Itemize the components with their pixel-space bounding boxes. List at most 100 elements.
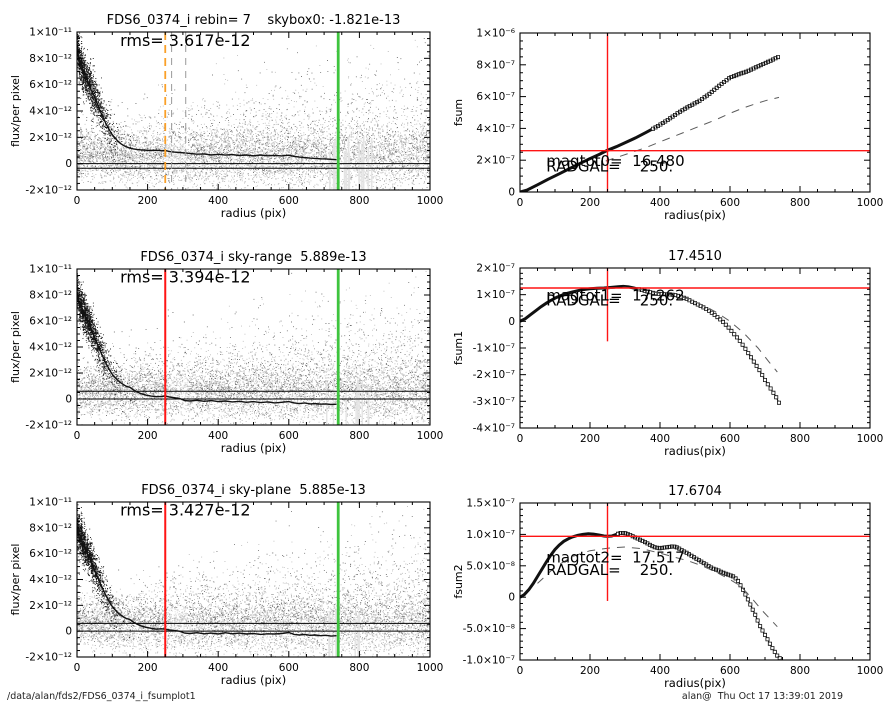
y-tick-label: -2×10⁻⁷ (473, 369, 515, 381)
series-mean-flux-profile (77, 525, 337, 637)
y-axis-label: fsum2 (452, 564, 465, 598)
x-tick-label: 400 (650, 433, 670, 445)
x-tick-label: 400 (208, 430, 228, 442)
plot-frame (519, 502, 871, 661)
x-tick-label: 800 (349, 195, 369, 207)
x-tick-label: 400 (208, 195, 228, 207)
x-tick-label: 0 (74, 430, 81, 442)
y-tick-label: 6×10⁻¹² (29, 79, 72, 91)
magtot1-value: magtot1= 17.262 (546, 287, 684, 305)
x-tick-label: 600 (279, 430, 299, 442)
y-axis-label: fsum (452, 99, 465, 126)
y-tick-label: -3×10⁻⁷ (473, 396, 515, 408)
plot-user-timestamp: alan@ Thu Oct 17 13:39:01 2019 (681, 691, 843, 702)
x-axis-label: radius(pix) (664, 444, 726, 458)
x-tick-label: 600 (720, 197, 740, 209)
y-tick-label: 1×10⁻¹¹ (29, 27, 72, 39)
panel-title: 17.4510 (668, 249, 722, 264)
y-tick-label: 6×10⁻⁷ (476, 91, 515, 103)
x-tick-label: 1000 (417, 430, 444, 442)
series-fsum-curve-markers (651, 55, 780, 131)
y-axis-label: flux/per pixel (9, 75, 22, 147)
x-tick-label: 200 (580, 197, 600, 209)
sky-annulus-lightband (167, 375, 188, 403)
x-tick-label: 200 (138, 430, 158, 442)
plot-file-path: /data/alan/fds2/FDS6_0374_i_fsumplot1 (7, 691, 196, 702)
y-tick-label: 2×10⁻⁷ (476, 155, 515, 167)
rms-value: rms= 3.394e-12 (120, 268, 251, 287)
sky-annulus-lightband (167, 607, 188, 636)
y-tick-label: 8×10⁻¹² (29, 290, 72, 302)
panel-title: 17.6704 (668, 484, 722, 499)
y-tick-label: -1×10⁻⁷ (473, 343, 515, 355)
x-tick-label: 800 (790, 433, 810, 445)
y-axis-label: fsum1 (452, 331, 465, 365)
y-axis-label: flux/per pixel (9, 311, 22, 383)
x-tick-label: 600 (279, 195, 299, 207)
y-tick-label: 4×10⁻¹² (29, 106, 72, 118)
y-tick-label: 1×10⁻⁷ (476, 289, 515, 301)
x-tick-label: 0 (517, 197, 524, 209)
y-tick-label: 0 (65, 626, 72, 638)
magtot2-value: magtot2= 17.517 (546, 549, 684, 567)
y-axis-label: flux/per pixel (9, 544, 22, 616)
x-tick-label: 400 (208, 662, 228, 674)
y-tick-label: 1.0×10⁻⁷ (466, 529, 515, 541)
y-tick-label: 1.5×10⁻⁷ (466, 498, 515, 510)
x-tick-label: 200 (580, 665, 600, 677)
x-axis-label: radius (pix) (221, 673, 286, 687)
scatter-core-cloud (77, 32, 131, 161)
x-tick-label: 600 (720, 665, 740, 677)
y-tick-label: 1×10⁻¹¹ (29, 497, 72, 509)
y-tick-label: 0 (508, 187, 515, 199)
y-tick-label: 1×10⁻⁶ (476, 28, 515, 40)
x-tick-label: 600 (720, 433, 740, 445)
x-axis-label: radius (pix) (221, 206, 286, 220)
scatter-light-cloud (77, 32, 430, 190)
x-tick-label: 0 (74, 662, 81, 674)
y-tick-label: 2×10⁻¹² (29, 132, 72, 144)
y-tick-label: 8×10⁻⁷ (476, 59, 515, 71)
y-tick-label: 5.0×10⁻⁸ (466, 560, 515, 572)
series-mean-flux-profile (77, 42, 337, 161)
y-tick-label: -2×10⁻¹² (25, 420, 72, 432)
radgal-value: RADGAL= 250. (546, 291, 673, 309)
y-tick-label: 1×10⁻¹¹ (29, 264, 72, 276)
y-tick-label: 0 (508, 592, 515, 604)
y-tick-label: -1.0×10⁻⁷ (463, 655, 515, 667)
y-tick-label: 2×10⁻¹² (29, 368, 72, 380)
y-tick-label: 0 (508, 316, 515, 328)
y-tick-label: 0 (65, 394, 72, 406)
x-tick-label: 200 (580, 433, 600, 445)
y-tick-label: -2×10⁻¹² (25, 185, 72, 197)
y-tick-label: -5.0×10⁻⁸ (463, 623, 515, 635)
sky-annulus-lightband (165, 138, 188, 169)
y-tick-label: -4×10⁻⁷ (473, 423, 515, 435)
y-tick-label: 4×10⁻¹² (29, 342, 72, 354)
y-tick-label: 8×10⁻¹² (29, 522, 72, 534)
x-tick-label: 600 (279, 662, 299, 674)
panel-flux-rebin: rms= 3.617e-120 200 400 600 800 1000-2×10⁻¹²0… (9, 13, 443, 220)
y-tick-label: 6×10⁻¹² (29, 548, 72, 560)
x-tick-label: 1000 (857, 665, 884, 677)
x-tick-label: 400 (650, 665, 670, 677)
magtot0-value: magtot0= 16.480 (546, 152, 684, 170)
x-tick-label: 1000 (417, 662, 444, 674)
series-fsum-extrapolation-dashed (605, 96, 780, 162)
x-tick-label: 0 (517, 665, 524, 677)
x-axis-label: radius(pix) (664, 208, 726, 222)
x-tick-label: 0 (74, 195, 81, 207)
panel-title: FDS6_0374_i sky-range 5.889e-13 (140, 250, 366, 265)
series-fsum2-dashed (537, 546, 778, 628)
x-tick-label: 0 (517, 433, 524, 445)
x-tick-label: 200 (138, 195, 158, 207)
y-tick-label: 0 (65, 158, 72, 170)
series-fsum1-curve-markers (637, 287, 781, 405)
x-tick-label: 800 (349, 662, 369, 674)
y-tick-label: -2×10⁻¹² (25, 652, 72, 664)
x-tick-label: 800 (790, 197, 810, 209)
